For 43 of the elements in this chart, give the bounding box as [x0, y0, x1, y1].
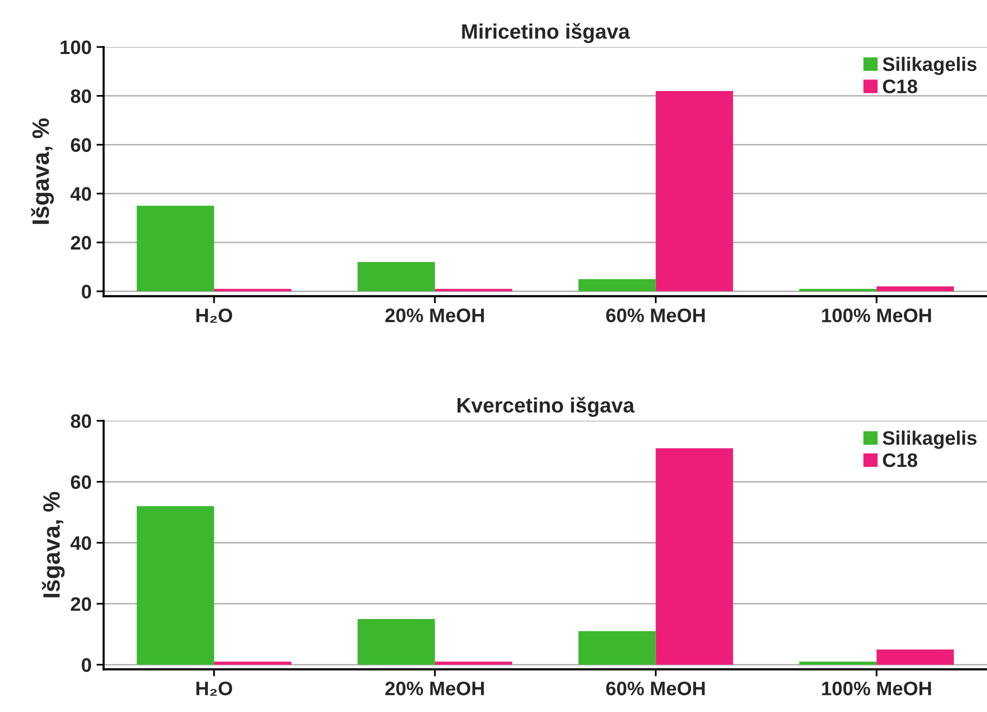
bar — [578, 631, 656, 665]
y-tick-label: 60 — [70, 475, 92, 490]
x-tick-label: 20% MeOH — [385, 682, 484, 696]
y-axis-title: Išgava, % — [42, 492, 65, 598]
legend-label: Silikagelis — [882, 56, 976, 76]
bar — [136, 506, 214, 665]
y-axis-title: Išgava, % — [31, 118, 54, 224]
bar — [434, 288, 512, 292]
bar — [358, 262, 435, 292]
y-tick-label: 0 — [82, 658, 92, 672]
bar — [434, 662, 512, 665]
y-tick-label: 0 — [82, 284, 92, 299]
x-tick-label: 20% MeOH — [385, 308, 484, 322]
bar — [876, 286, 954, 292]
y-tick-label: 20 — [70, 597, 92, 611]
x-tick-label: 100% MeOH — [822, 308, 931, 322]
bar — [656, 90, 734, 292]
chart-title: Kvercetino išgava — [458, 396, 635, 417]
chart-title: Miricetino išgava — [462, 23, 630, 44]
y-tick-label: 40 — [70, 536, 92, 550]
bar — [578, 279, 656, 292]
y-tick-label: 80 — [70, 414, 92, 428]
y-tick-label: 60 — [70, 138, 92, 152]
bar — [799, 288, 877, 292]
y-tick-label: 40 — [70, 187, 92, 201]
legend-label: C18 — [882, 453, 918, 468]
y-tick-label: 20 — [70, 236, 92, 250]
legend-label: Silikagelis — [882, 430, 976, 449]
legend-label: C18 — [882, 80, 918, 94]
bar — [358, 618, 435, 665]
x-tick-label: 60% MeOH — [606, 682, 705, 696]
bar — [799, 662, 877, 665]
x-tick-label: H₂O — [196, 308, 232, 323]
bar — [214, 662, 292, 665]
x-tick-label: H₂O — [196, 682, 232, 696]
y-tick-label: 100 — [60, 40, 92, 54]
bar — [656, 448, 734, 665]
bar — [876, 649, 954, 665]
y-tick-label: 80 — [70, 89, 92, 104]
x-tick-label: 100% MeOH — [822, 682, 931, 696]
bar — [214, 288, 292, 292]
bar — [136, 206, 214, 292]
x-tick-label: 60% MeOH — [606, 308, 705, 322]
